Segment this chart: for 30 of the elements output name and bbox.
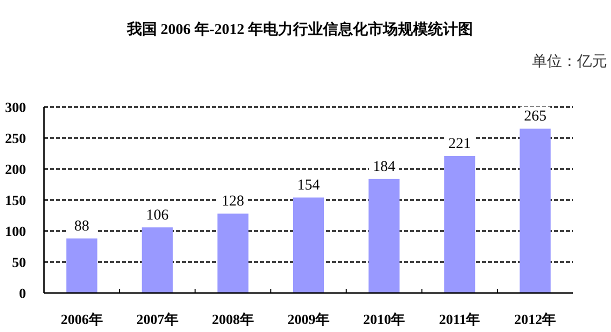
x-tick-label: 2007年 bbox=[136, 312, 178, 328]
chart-title: 我国 2006 年-2012 年电力行业信息化市场规模统计图 bbox=[126, 20, 474, 38]
data-label: 184 bbox=[372, 158, 396, 175]
data-label: 128 bbox=[222, 194, 244, 210]
data-label: 221 bbox=[448, 136, 471, 152]
text: 单位：亿元 bbox=[532, 53, 607, 70]
x-tick-label: 2012年 bbox=[514, 312, 556, 328]
y-tick-label: 300 bbox=[5, 101, 26, 116]
bar bbox=[217, 214, 248, 293]
y-tick-label: 50 bbox=[12, 256, 26, 271]
data-label: 106 bbox=[146, 207, 170, 224]
y-tick-label: 100 bbox=[5, 225, 26, 240]
y-tick-label: 250 bbox=[5, 132, 26, 147]
x-tick-label: 2011年 bbox=[439, 312, 480, 328]
x-tick-label: 2006年 bbox=[60, 312, 103, 328]
data-label: 154 bbox=[297, 178, 320, 194]
x-tick-label: 2008年 bbox=[212, 312, 254, 328]
data-label: 265 bbox=[524, 108, 546, 125]
y-tick-label: 200 bbox=[5, 163, 26, 178]
data-label: 88 bbox=[74, 218, 90, 234]
bar bbox=[520, 128, 551, 293]
bar bbox=[368, 178, 400, 293]
y-tick-label: 0 bbox=[19, 287, 26, 302]
bar bbox=[293, 198, 324, 293]
bar bbox=[444, 156, 476, 293]
bar bbox=[66, 238, 98, 293]
bar bbox=[142, 227, 173, 293]
x-tick-label: 2009年 bbox=[288, 312, 330, 328]
y-tick-label: 150 bbox=[5, 194, 26, 209]
x-tick-label: 2010年 bbox=[363, 312, 406, 328]
